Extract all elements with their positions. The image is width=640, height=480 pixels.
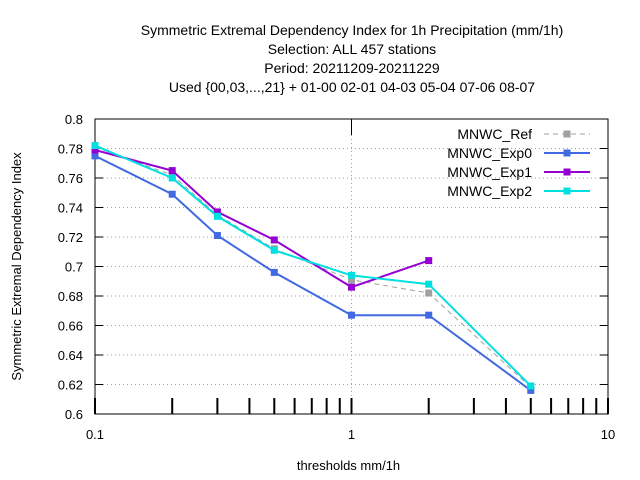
mnwc-exp1-point: [168, 167, 176, 175]
series-line-mnwc-exp2: [94, 144, 532, 387]
legend-label: MNWC_Exp1: [447, 164, 532, 180]
x-tick-label: 1: [348, 427, 355, 442]
chart-title: Symmetric Extremal Dependency Index for …: [141, 22, 564, 95]
legend-label: MNWC_Ref: [457, 126, 532, 142]
mnwc-exp1-point: [213, 208, 221, 216]
mnwc-exp0-point: [168, 190, 176, 198]
mnwc-exp0-point: [91, 152, 99, 160]
legend: MNWC_Ref MNWC_Exp0 MNWC_Exp1 MNWC_Exp2: [447, 126, 590, 199]
legend-item-mnwc-exp1: MNWC_Exp1: [447, 164, 590, 180]
mnwc-exp0-point: [213, 232, 221, 240]
series-mnwc-exp1: [91, 146, 433, 291]
legend-mnwc-ref-point: [563, 130, 571, 138]
mnwc-exp0-point: [348, 311, 355, 319]
y-tick-label: 0.8: [65, 112, 83, 127]
y-tick-label: 0.72: [58, 230, 83, 245]
legend-mnwc-exp2-point: [563, 187, 571, 195]
series-group: [91, 142, 535, 394]
legend-label: MNWC_Exp2: [447, 183, 532, 199]
mnwc-ref-point: [348, 276, 355, 284]
mnwc-exp1-point: [425, 257, 433, 265]
legend-label: MNWC_Exp0: [447, 145, 532, 161]
y-tick-label: 0.74: [58, 201, 83, 216]
mnwc-exp2-point: [425, 280, 433, 288]
grid: [95, 119, 608, 414]
x-axis-label: thresholds mm/1h: [297, 458, 400, 473]
legend-item-mnwc-exp0: MNWC_Exp0: [447, 145, 590, 161]
x-tick-label: 0.1: [86, 427, 104, 442]
mnwc-exp0-point: [527, 386, 535, 394]
title-line-2: Period: 20211209-20211229: [264, 60, 440, 76]
y-tick-label: 0.62: [58, 378, 83, 393]
y-axis-label: Symmetric Extremal Dependency Index: [9, 152, 24, 381]
series-mnwc-exp2: [91, 142, 535, 390]
mnwc-exp0-point: [270, 268, 278, 276]
legend-mnwc-exp0-point: [563, 149, 571, 157]
legend-mnwc-exp1-point: [563, 168, 571, 176]
mnwc-exp2-point: [213, 212, 221, 220]
mnwc-exp0-point: [425, 311, 433, 319]
mnwc-exp2-point: [168, 174, 176, 182]
y-tick-label: 0.78: [58, 142, 83, 157]
y-tick-label: 0.76: [58, 171, 83, 186]
x-tick-label: 10: [601, 427, 615, 442]
mnwc-exp1-point: [91, 146, 99, 154]
mnwc-exp1-point: [348, 283, 355, 291]
y-axis: 0.6 0.62 0.64 0.66 0.68 0.7 0.72 0.74 0.76 0.78 0.…: [58, 112, 608, 422]
mnwc-ref-point: [425, 289, 433, 297]
mnwc-exp2-point: [270, 246, 278, 254]
title-line-0: Symmetric Extremal Dependency Index for …: [141, 22, 564, 38]
mnwc-exp2-point: [91, 142, 99, 150]
title-line-1: Selection: ALL 457 stations: [268, 41, 436, 57]
y-tick-label: 0.66: [58, 319, 83, 334]
y-tick-label: 0.7: [65, 260, 83, 275]
series-mnwc-exp0: [91, 152, 535, 394]
y-tick-label: 0.64: [58, 348, 83, 363]
mnwc-exp1-point: [270, 236, 278, 244]
legend-item-mnwc-ref: MNWC_Ref: [457, 126, 590, 142]
mnwc-exp2-point: [348, 271, 355, 279]
legend-item-mnwc-exp2: MNWC_Exp2: [447, 183, 590, 199]
x-axis: 0.1 1 10: [86, 119, 615, 442]
series-mnwc-ref: [91, 143, 535, 391]
title-line-3: Used {00,03,...,21} + 01-00 02-01 04-03 …: [169, 79, 535, 95]
mnwc-exp2-point: [527, 382, 535, 390]
y-tick-label: 0.6: [65, 407, 83, 422]
series-line-mnwc-exp1: [94, 149, 430, 289]
y-tick-label: 0.68: [58, 289, 83, 304]
